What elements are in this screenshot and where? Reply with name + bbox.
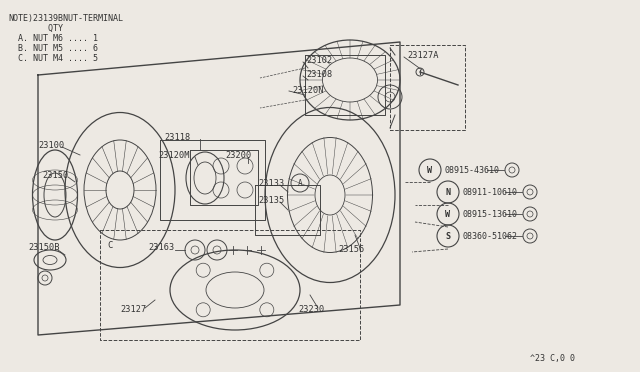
Text: 23156: 23156 — [338, 246, 364, 254]
Text: 23163: 23163 — [148, 244, 174, 253]
Text: 23133: 23133 — [258, 179, 284, 187]
Text: 23230: 23230 — [298, 305, 324, 314]
Text: ^23 C,0 0: ^23 C,0 0 — [530, 353, 575, 362]
Text: QTY: QTY — [8, 23, 63, 32]
Text: 08915-43610: 08915-43610 — [445, 166, 500, 174]
Text: 08911-10610: 08911-10610 — [463, 187, 518, 196]
Text: 23150: 23150 — [42, 170, 68, 180]
Text: B. NUT M5 .... 6: B. NUT M5 .... 6 — [8, 44, 98, 52]
Text: N: N — [445, 187, 451, 196]
Text: C. NUT M4 .... 5: C. NUT M4 .... 5 — [8, 54, 98, 62]
Text: 23100: 23100 — [38, 141, 64, 150]
Text: C: C — [108, 241, 113, 250]
Text: 23135: 23135 — [258, 196, 284, 205]
Text: S: S — [445, 231, 451, 241]
Text: 23108: 23108 — [306, 70, 332, 78]
Text: 23200: 23200 — [225, 151, 252, 160]
Text: W: W — [445, 209, 451, 218]
Text: 23120N: 23120N — [292, 86, 323, 94]
Text: 23118: 23118 — [164, 132, 190, 141]
Text: NOTE)23139BNUT-TERMINAL: NOTE)23139BNUT-TERMINAL — [8, 13, 123, 22]
Text: 23127A: 23127A — [407, 51, 438, 60]
Text: 23127: 23127 — [120, 305, 147, 314]
Text: W: W — [428, 166, 433, 174]
Text: A: A — [298, 179, 302, 187]
Text: A. NUT M6 .... 1: A. NUT M6 .... 1 — [8, 33, 98, 42]
Text: 23150B: 23150B — [28, 244, 60, 253]
Text: 08915-13610: 08915-13610 — [463, 209, 518, 218]
Text: 23102: 23102 — [306, 55, 332, 64]
Text: 08360-51062: 08360-51062 — [463, 231, 518, 241]
Text: 23120M: 23120M — [158, 151, 189, 160]
